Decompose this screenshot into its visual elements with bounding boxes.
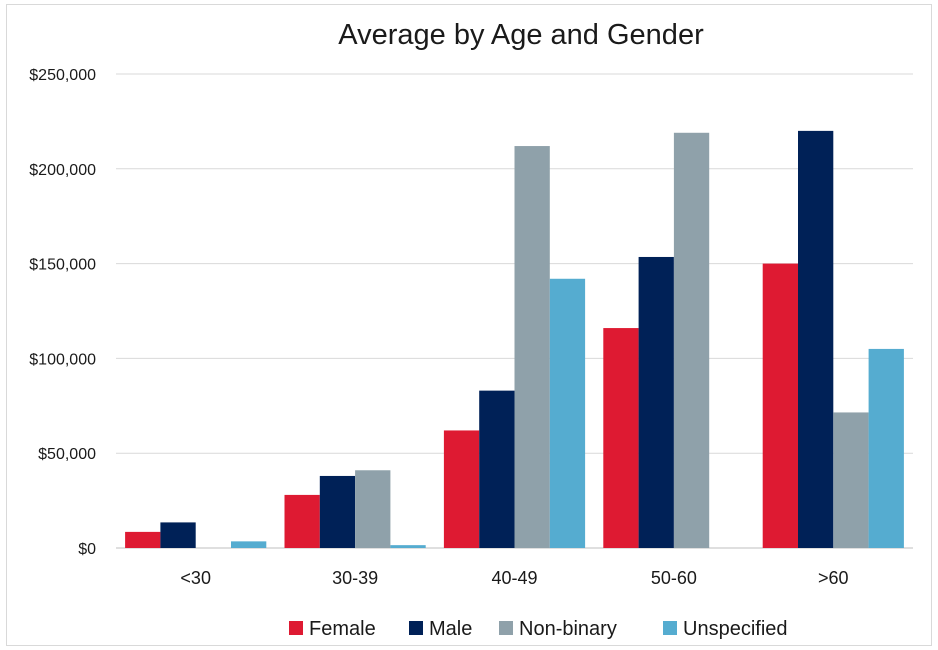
bar (319, 475, 356, 548)
bar (479, 390, 515, 548)
legend-label: Unspecified (683, 618, 788, 640)
bar (514, 146, 550, 548)
x-tick-label: <30 (180, 568, 211, 588)
legend-swatch (499, 621, 513, 635)
legend: Female Male Non-binary Unspecified (289, 618, 788, 640)
bar (125, 531, 161, 548)
bar (762, 263, 798, 548)
bar (603, 328, 639, 548)
y-tick-label: $100,000 (29, 351, 96, 368)
y-tick-label: $0 (78, 541, 96, 558)
legend-swatch (409, 621, 423, 635)
bar (231, 541, 267, 548)
y-tick-label: $150,000 (29, 257, 96, 274)
bar (390, 545, 426, 548)
x-tick-label: 50-60 (651, 568, 697, 588)
bars (125, 130, 904, 548)
x-tick-label: 40-49 (491, 568, 537, 588)
y-tick-label: $250,000 (29, 67, 96, 84)
bar (549, 278, 586, 548)
x-tick-label: >60 (818, 568, 849, 588)
legend-label: Male (429, 618, 472, 640)
legend-swatch (663, 621, 677, 635)
x-tick-label: 30-39 (332, 568, 378, 588)
x-axis-tick-labels: <30 30-39 40-49 50-60 >60 (180, 568, 848, 588)
y-tick-label: $50,000 (38, 446, 96, 463)
bar (284, 494, 320, 548)
y-tick-label: $200,000 (29, 162, 96, 179)
bar (638, 256, 674, 548)
bar (355, 470, 391, 548)
legend-swatch (289, 621, 303, 635)
legend-label: Non-binary (519, 618, 617, 640)
bar (868, 348, 904, 548)
bar (443, 430, 480, 548)
y-axis-tick-labels: $0 $50,000 $100,000 $150,000 $200,000 $250,00… (29, 67, 96, 558)
chart-title: Average by Age and Gender (338, 19, 704, 51)
bar (833, 412, 869, 548)
bar (160, 522, 196, 548)
bar (673, 132, 710, 548)
legend-label: Female (309, 618, 376, 640)
bar (798, 130, 834, 548)
